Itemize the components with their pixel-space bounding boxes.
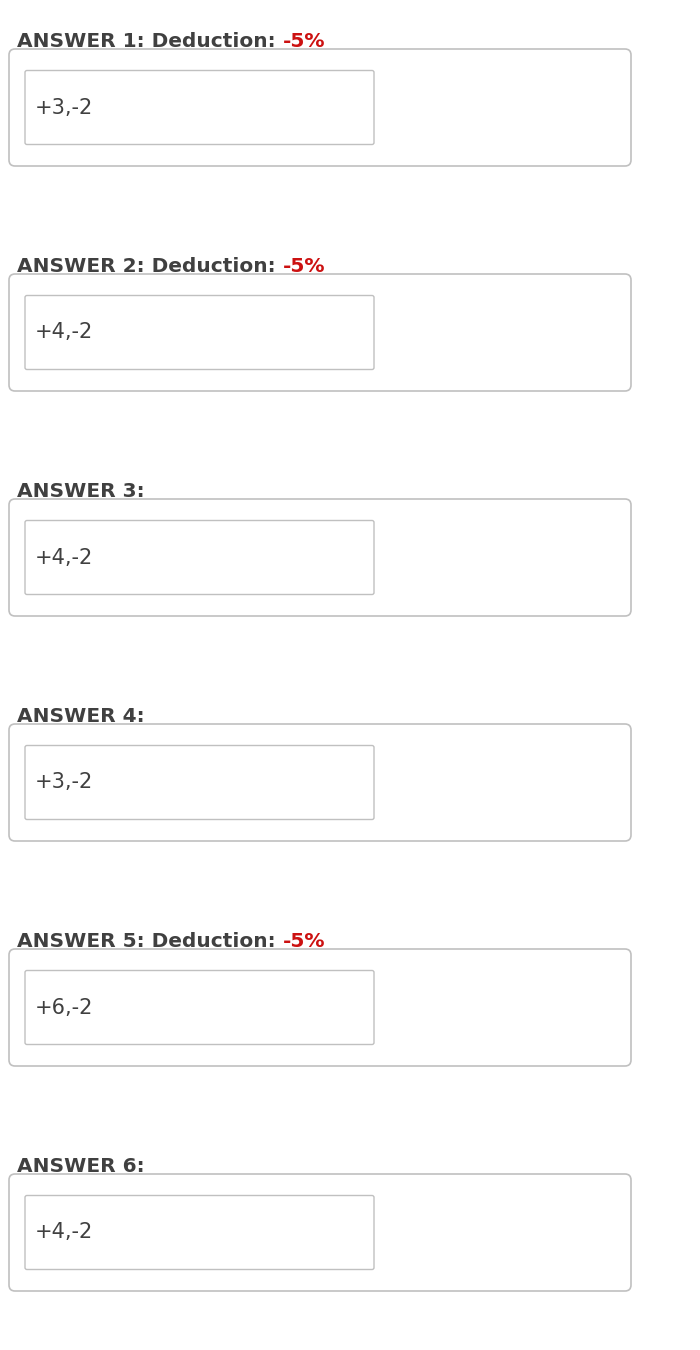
Text: +3,-2: +3,-2 <box>35 772 93 792</box>
FancyBboxPatch shape <box>9 724 631 841</box>
Text: +4,-2: +4,-2 <box>35 323 93 343</box>
FancyBboxPatch shape <box>25 521 374 594</box>
Text: ANSWER 5: Deduction:: ANSWER 5: Deduction: <box>17 931 283 950</box>
Text: -5%: -5% <box>283 32 325 51</box>
FancyBboxPatch shape <box>9 949 631 1066</box>
FancyBboxPatch shape <box>9 1174 631 1291</box>
FancyBboxPatch shape <box>9 500 631 616</box>
Text: -5%: -5% <box>283 931 325 950</box>
FancyBboxPatch shape <box>25 745 374 819</box>
FancyBboxPatch shape <box>25 70 374 144</box>
FancyBboxPatch shape <box>9 274 631 392</box>
Text: ANSWER 6:: ANSWER 6: <box>17 1157 145 1176</box>
Text: +4,-2: +4,-2 <box>35 1223 93 1242</box>
Text: ANSWER 3:: ANSWER 3: <box>17 482 145 501</box>
Text: +4,-2: +4,-2 <box>35 548 93 567</box>
Text: ANSWER 4:: ANSWER 4: <box>17 707 145 726</box>
FancyBboxPatch shape <box>25 971 374 1045</box>
Text: -5%: -5% <box>283 256 325 275</box>
FancyBboxPatch shape <box>9 49 631 166</box>
FancyBboxPatch shape <box>25 296 374 370</box>
Text: +3,-2: +3,-2 <box>35 97 93 117</box>
Text: ANSWER 2: Deduction:: ANSWER 2: Deduction: <box>17 256 283 275</box>
FancyBboxPatch shape <box>25 1196 374 1269</box>
Text: +6,-2: +6,-2 <box>35 998 93 1018</box>
Text: ANSWER 1: Deduction:: ANSWER 1: Deduction: <box>17 32 283 51</box>
